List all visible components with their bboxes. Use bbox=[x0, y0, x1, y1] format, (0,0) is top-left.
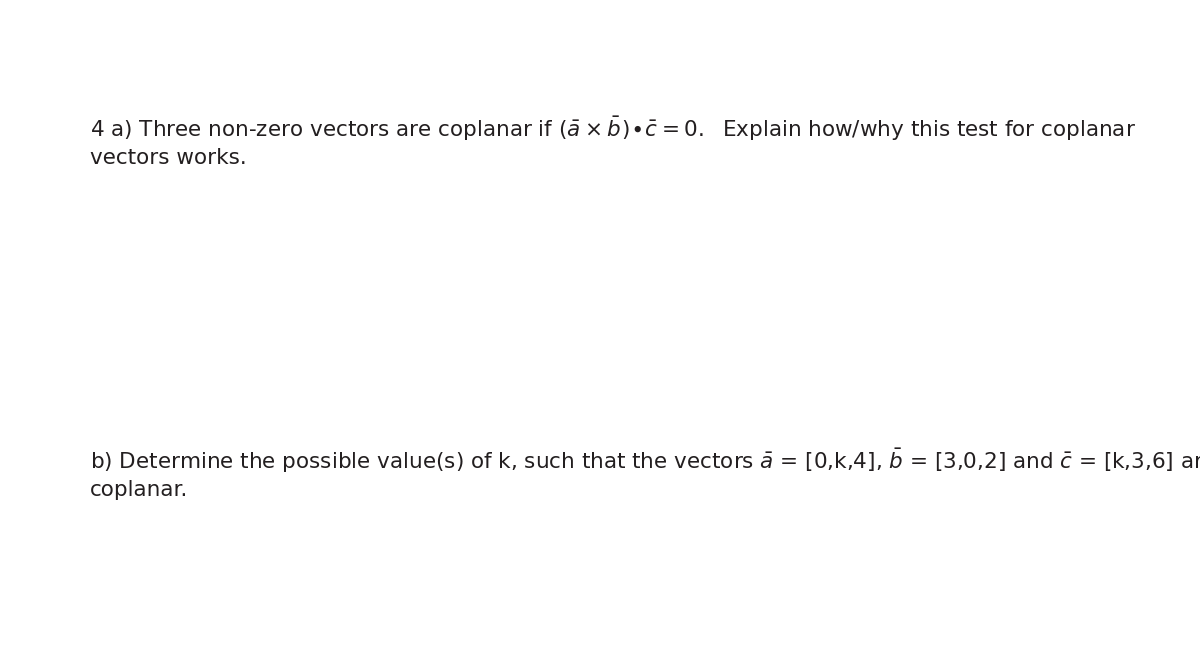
Text: 4 a) Three non-zero vectors are coplanar if $(\bar{a}^{} \times \bar{b}^{})\!\bu: 4 a) Three non-zero vectors are coplanar… bbox=[90, 115, 1136, 143]
Text: vectors works.: vectors works. bbox=[90, 148, 247, 168]
Text: b) Determine the possible value(s) of k, such that the vectors $\bar{a}$ = [0,k,: b) Determine the possible value(s) of k,… bbox=[90, 447, 1200, 476]
Text: coplanar.: coplanar. bbox=[90, 480, 188, 500]
